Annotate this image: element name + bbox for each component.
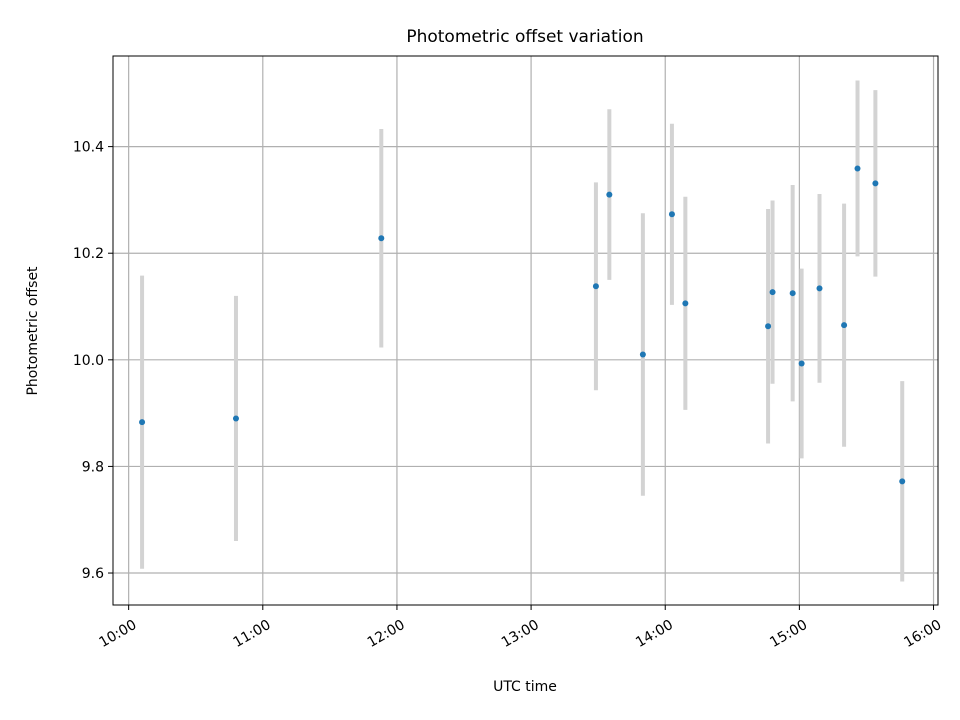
data-point bbox=[682, 300, 689, 307]
data-point bbox=[872, 180, 879, 187]
data-point bbox=[139, 419, 146, 426]
data-point bbox=[378, 235, 385, 242]
y-tick-label: 10.4 bbox=[73, 140, 104, 156]
data-point bbox=[668, 211, 675, 218]
data-point bbox=[798, 360, 805, 367]
y-tick-label: 9.6 bbox=[82, 566, 104, 582]
y-axis-ticks: 9.6 9.8 10.0 10.2 10.4 bbox=[73, 140, 113, 582]
plot-frame bbox=[112, 55, 939, 606]
x-axis-label: UTC time bbox=[493, 679, 557, 695]
chart-title: Photometric offset variation bbox=[406, 27, 643, 47]
data-point bbox=[765, 323, 772, 330]
data-point bbox=[789, 290, 796, 297]
data-point bbox=[232, 415, 239, 422]
y-tick-label: 10.2 bbox=[73, 246, 104, 262]
data-point bbox=[854, 165, 861, 172]
data-point bbox=[606, 191, 613, 198]
y-tick-label: 9.8 bbox=[82, 459, 104, 475]
data-point bbox=[592, 283, 599, 290]
data-points bbox=[139, 165, 906, 485]
data-point bbox=[769, 289, 776, 296]
data-point bbox=[899, 478, 906, 485]
data-point bbox=[841, 322, 848, 329]
y-tick-label: 10.0 bbox=[73, 353, 104, 369]
data-point bbox=[639, 351, 646, 358]
y-axis-label: Photometric offset bbox=[25, 266, 41, 396]
data-point bbox=[816, 285, 823, 292]
